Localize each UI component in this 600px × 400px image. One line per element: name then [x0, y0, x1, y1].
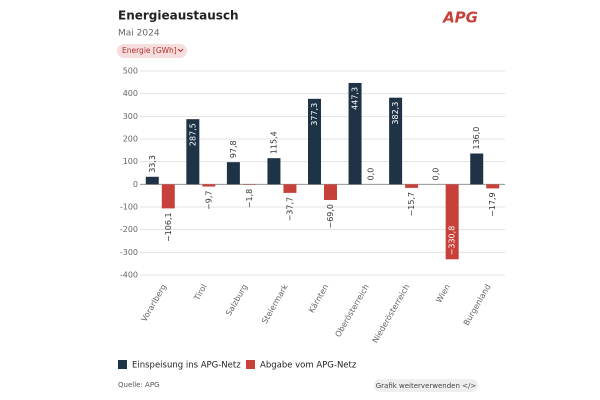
y-tick-label: 300 [123, 112, 138, 121]
bar [486, 184, 500, 189]
x-tick-label: Tirol [192, 283, 209, 303]
chart-title: Energieaustausch [118, 9, 239, 23]
legend-swatch [118, 360, 127, 369]
bar [308, 98, 321, 185]
x-tick-label: Oberösterreich [333, 283, 370, 339]
x-tick-label: Wien [434, 283, 452, 305]
y-tick-label: 500 [123, 67, 138, 76]
value-label: −37,7 [285, 197, 294, 222]
value-label: 287,5 [188, 123, 197, 146]
value-label: 382,3 [391, 102, 400, 125]
bar [202, 184, 216, 187]
value-label: −15,7 [407, 192, 416, 217]
value-label: 97,8 [229, 140, 238, 158]
value-label: −69,0 [326, 204, 335, 229]
x-tick-label: Salzburg [224, 283, 249, 318]
selector-button[interactable] [117, 44, 187, 58]
legend-swatch [246, 360, 255, 369]
bar [389, 97, 403, 185]
bar [283, 184, 297, 193]
source: Quelle: APG [118, 381, 159, 389]
value-label: 447,3 [351, 87, 360, 110]
y-tick-label: -300 [120, 248, 138, 257]
bar [267, 158, 281, 185]
bar [348, 82, 362, 185]
share-button[interactable] [374, 379, 478, 392]
bar [161, 184, 175, 209]
x-tick-label: Vorarlberg [140, 283, 169, 324]
x-tick-label: Niederösterreich [371, 283, 412, 345]
x-tick-label: Kärnten [307, 283, 330, 315]
selector-caret [177, 48, 184, 53]
bar [324, 184, 337, 200]
value-label: −106,1 [164, 212, 173, 242]
bar [405, 184, 419, 188]
legend-label: Einspeisung ins APG-Netz [132, 361, 241, 371]
value-label: −330,8 [448, 226, 457, 256]
value-label: 0,0 [432, 168, 441, 181]
bar [145, 176, 159, 185]
x-tick-label: Burgenland [462, 283, 493, 327]
bar [226, 162, 240, 185]
legend-label: Abgabe vom APG-Netz [260, 361, 357, 371]
y-tick-label: -400 [120, 271, 138, 280]
y-tick-label: -100 [120, 203, 138, 212]
value-label: 33,3 [148, 155, 157, 173]
logo: APG [442, 9, 478, 27]
selector-label[interactable]: Energie [GWh] [122, 46, 177, 55]
y-tick-label: 0 [133, 180, 138, 189]
share-button-label[interactable]: Grafik weiterverwenden </> [376, 382, 477, 390]
value-label: −1,8 [245, 189, 254, 208]
value-label: 0,0 [367, 168, 376, 181]
value-label: 136,0 [472, 127, 481, 150]
x-tick-label: Steiermark [260, 282, 290, 325]
value-label: 115,4 [269, 131, 278, 154]
value-label: −9,7 [204, 191, 213, 210]
y-tick-label: -200 [120, 225, 138, 234]
y-tick-label: 100 [123, 157, 138, 166]
value-label: −17,9 [488, 192, 497, 217]
chart-subtitle: Mai 2024 [118, 29, 160, 39]
bar [470, 153, 484, 185]
value-label: 377,3 [310, 103, 319, 126]
y-tick-label: 400 [123, 89, 138, 98]
y-tick-label: 200 [123, 135, 138, 144]
bar [186, 119, 200, 185]
bar [445, 184, 459, 260]
